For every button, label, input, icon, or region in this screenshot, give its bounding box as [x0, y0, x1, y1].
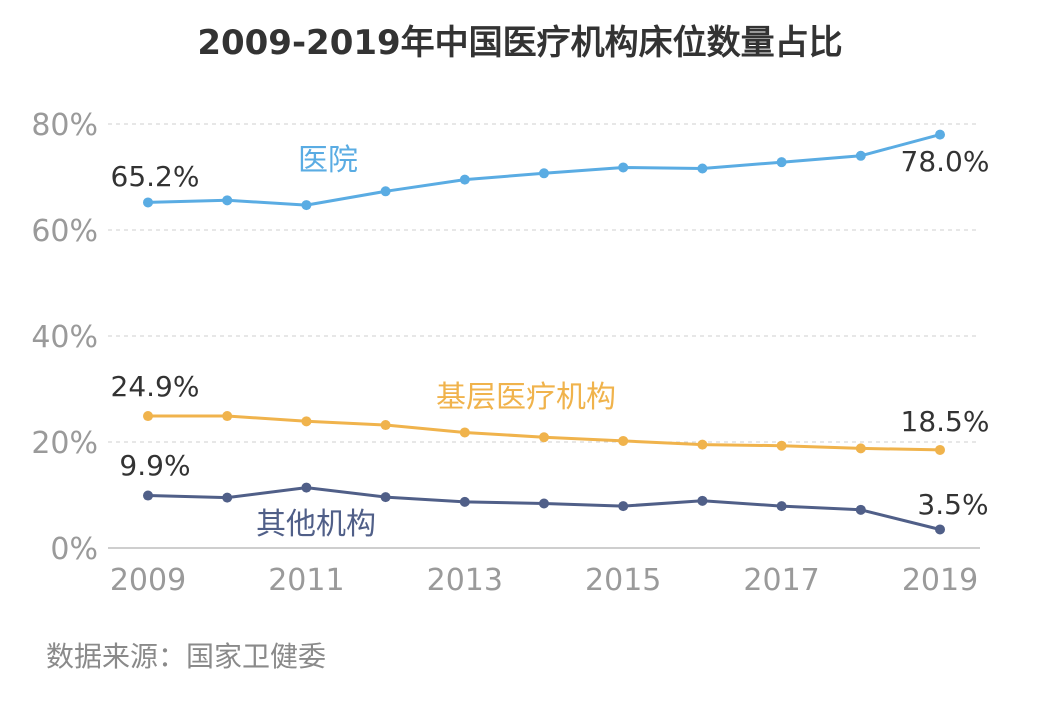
y-tick-label: 0%: [50, 532, 98, 567]
y-tick-label: 80%: [31, 108, 98, 143]
data-point: [459, 496, 470, 507]
data-point: [539, 498, 549, 509]
x-tick-label: 2017: [743, 563, 819, 598]
data-label: 18.5%: [901, 405, 990, 438]
data-point: [776, 501, 787, 512]
x-tick-label: 2015: [585, 563, 661, 598]
data-point: [935, 524, 945, 535]
data-point: [222, 411, 233, 422]
data-point: [618, 501, 629, 512]
data-label: 9.9%: [119, 449, 190, 482]
data-point: [380, 420, 391, 431]
data-point: [459, 427, 470, 438]
data-point: [222, 195, 233, 206]
data-point: [143, 197, 153, 208]
x-tick-label: 2013: [427, 563, 503, 598]
data-point: [539, 168, 549, 179]
legend-entry: 基层医疗机构: [436, 380, 616, 415]
data-label: 78.0%: [901, 145, 990, 178]
x-tick-label: 2011: [268, 563, 344, 598]
data-point: [143, 411, 153, 422]
data-point: [380, 186, 391, 197]
data-point: [697, 495, 708, 506]
data-label: 3.5%: [917, 488, 988, 521]
data-point: [222, 492, 233, 503]
data-point: [459, 174, 470, 185]
chart-title: 2009-2019年中国医疗机构床位数量占比: [197, 23, 842, 63]
series-layer: [143, 129, 945, 535]
data-point: [697, 439, 708, 450]
data-point: [143, 490, 153, 501]
y-tick-label: 20%: [31, 426, 98, 461]
data-point: [776, 157, 787, 168]
y-tick-label: 60%: [31, 214, 98, 249]
x-tick-label: 2009: [110, 563, 186, 598]
data-point: [697, 163, 708, 174]
data-point: [935, 129, 945, 140]
data-point: [855, 504, 866, 515]
legend-entry: 其他机构: [256, 507, 376, 542]
data-point: [776, 440, 787, 451]
y-tick-label: 40%: [31, 320, 98, 355]
data-point: [301, 200, 312, 211]
data-point: [618, 162, 629, 173]
axis-layer: 0% 20% 40% 60% 80% 2009 2011 2013 2015 2017 2019: [31, 108, 980, 598]
data-point: [301, 482, 312, 493]
x-tick-label: 2019: [902, 563, 978, 598]
data-point: [380, 492, 391, 503]
data-label: 24.9%: [111, 370, 200, 403]
data-point: [618, 435, 629, 446]
data-label: 65.2%: [111, 160, 200, 193]
data-point: [935, 444, 945, 455]
legend-entry: 医院: [298, 143, 358, 178]
data-point: [301, 416, 312, 427]
source-note: 数据来源：国家卫健委: [46, 640, 326, 673]
label-layer: 65.2% 78.0% 医院 24.9% 18.5% 基层医疗机构 9.9% 3.5% 其他机构: [111, 143, 990, 542]
data-point: [855, 443, 866, 454]
data-point: [855, 150, 866, 161]
data-point: [539, 432, 549, 443]
